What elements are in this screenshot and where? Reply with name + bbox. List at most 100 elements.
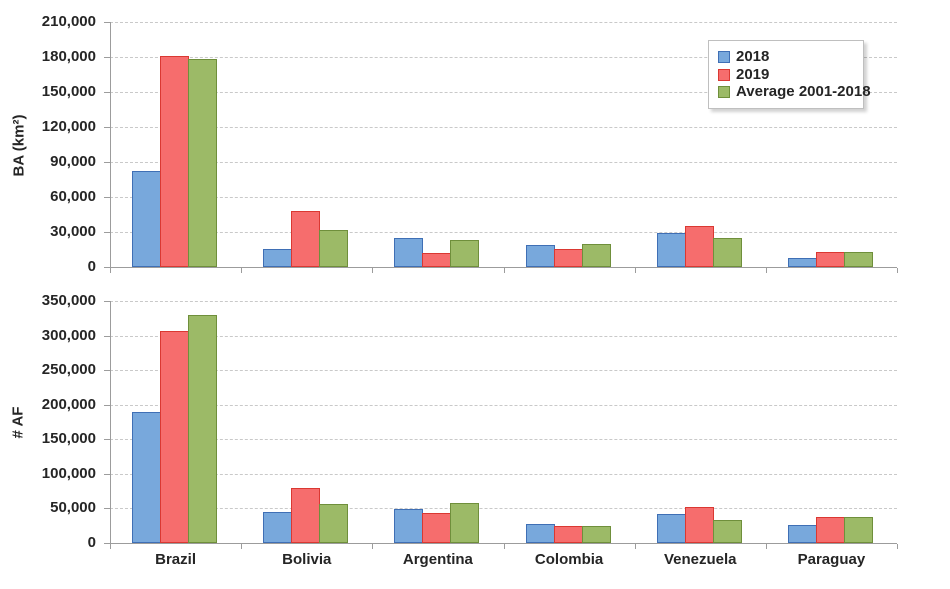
y-axis-tick-mark <box>104 92 110 93</box>
y-axis-tick-label: 0 <box>87 258 96 275</box>
x-axis-tick-mark <box>503 268 505 273</box>
gridline <box>110 232 897 233</box>
gridline <box>110 92 897 93</box>
x-axis-category-label: Bolivia <box>282 551 332 568</box>
bar-average-2001-2018-argentina <box>450 240 480 267</box>
y-axis-tick-label: 210,000 <box>41 13 96 30</box>
y-axis-tick-label: 350,000 <box>41 292 96 309</box>
legend-swatch-average-2001-2018 <box>718 86 730 99</box>
y-axis-tick-mark <box>104 197 110 198</box>
legend: 2018 2019 Average 2001-2018 <box>708 40 871 109</box>
x-axis-line <box>110 267 897 268</box>
gridline <box>110 57 897 58</box>
x-axis-tick-mark <box>897 544 898 549</box>
legend-label: Average 2001-2018 <box>736 83 871 101</box>
x-axis-tick-mark <box>110 544 111 549</box>
bar-average-2001-2018-brazil <box>188 315 218 543</box>
x-axis-tick-mark <box>241 544 243 549</box>
y-axis-tick-label: 150,000 <box>41 83 96 100</box>
y-axis-tick-mark <box>104 232 110 233</box>
y-axis-tick-label: 180,000 <box>41 48 96 65</box>
gridline <box>110 473 897 475</box>
y-axis-tick-label: 150,000 <box>41 430 96 448</box>
bar-2018-brazil <box>132 171 162 267</box>
bar-average-2001-2018-brazil <box>188 59 218 267</box>
bar-2018-colombia <box>525 524 555 543</box>
x-axis-line <box>110 543 897 544</box>
bar-average-2001-2018-colombia <box>581 244 611 267</box>
legend-item-2019: 2019 <box>718 66 854 84</box>
bar-2019-argentina <box>422 513 452 543</box>
bar-2019-venezuela <box>684 226 714 267</box>
y-axis-tick-label: 50,000 <box>50 499 96 517</box>
bar-2018-venezuela <box>656 233 686 267</box>
bar-2019-brazil <box>160 331 190 543</box>
bar-2019-argentina <box>422 253 452 267</box>
y-axis-tick-mark <box>104 57 110 58</box>
y-axis-tick-label: 30,000 <box>50 223 96 240</box>
bar-average-2001-2018-venezuela <box>712 238 742 267</box>
gridline <box>110 301 897 302</box>
legend-label: 2019 <box>736 65 770 83</box>
bar-average-2001-2018-paraguay <box>843 517 873 543</box>
x-axis-category-label: Colombia <box>534 551 604 568</box>
gridline <box>110 370 897 372</box>
bar-2019-paraguay <box>815 517 845 543</box>
bar-2018-argentina <box>394 509 424 543</box>
y-axis-tick-label: 100,000 <box>41 464 96 482</box>
bar-2018-bolivia <box>263 512 293 543</box>
bar-2018-brazil <box>132 412 162 543</box>
y-axis-tick-mark <box>104 473 110 475</box>
x-axis-category-label: Brazil <box>155 551 196 568</box>
x-axis-category-label: Venezuela <box>663 551 737 568</box>
y-axis-tick-label: 60,000 <box>50 188 96 205</box>
y-axis-tick-label: 90,000 <box>50 153 96 170</box>
x-axis-tick-mark <box>110 268 111 273</box>
x-axis-tick-mark <box>765 268 767 273</box>
y-axis-title-af: # AF <box>9 406 27 439</box>
x-axis-tick-mark <box>634 544 636 549</box>
bar-2019-venezuela <box>684 507 714 543</box>
y-axis-tick-mark <box>104 162 110 163</box>
x-axis-tick-mark <box>372 268 374 273</box>
y-axis-tick-mark <box>104 439 110 441</box>
y-axis-tick-label: 200,000 <box>41 395 96 413</box>
x-axis-category-label: Paraguay <box>797 551 866 568</box>
x-axis-tick-mark <box>634 268 636 273</box>
y-axis-tick-label: 120,000 <box>41 118 96 135</box>
bar-average-2001-2018-bolivia <box>319 504 349 543</box>
gridline <box>110 197 897 198</box>
y-axis-tick-mark <box>104 335 110 337</box>
x-axis-tick-mark <box>241 268 243 273</box>
bar-2018-bolivia <box>263 249 293 267</box>
legend-swatch-2019 <box>718 68 730 81</box>
gridline <box>110 127 897 128</box>
bar-2018-argentina <box>394 238 424 267</box>
gridline <box>110 335 897 337</box>
gridline <box>110 404 897 406</box>
x-axis-tick-mark <box>372 544 374 549</box>
bar-2019-bolivia <box>291 488 321 543</box>
bar-2019-brazil <box>160 56 190 267</box>
y-axis-tick-mark <box>104 127 110 128</box>
bar-2018-colombia <box>525 245 555 267</box>
bar-average-2001-2018-colombia <box>581 526 611 543</box>
x-axis-tick-mark <box>503 544 505 549</box>
x-axis-tick-mark <box>765 544 767 549</box>
y-axis-tick-mark <box>104 404 110 406</box>
y-axis-title-ba: BA (km²) <box>10 114 28 177</box>
bar-2019-colombia <box>553 526 583 543</box>
y-axis-tick-label: 300,000 <box>41 326 96 344</box>
y-axis-tick-mark <box>104 543 110 544</box>
legend-label: 2018 <box>736 47 770 65</box>
gridline <box>110 508 897 510</box>
bar-average-2001-2018-venezuela <box>712 520 742 543</box>
gridline <box>110 22 897 23</box>
x-axis-tick-mark <box>897 268 898 273</box>
legend-item-average-2001-2018: Average 2001-2018 <box>718 83 871 101</box>
legend-swatch-2018 <box>718 50 730 63</box>
y-axis-tick-mark <box>104 267 110 268</box>
y-axis-tick-mark <box>104 301 110 302</box>
bar-average-2001-2018-paraguay <box>843 252 873 267</box>
